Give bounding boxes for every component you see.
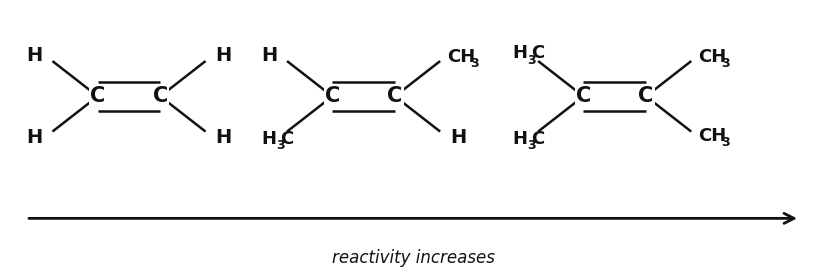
Text: 3: 3: [528, 54, 536, 67]
Text: CH: CH: [698, 127, 726, 145]
Text: C: C: [90, 86, 106, 106]
Text: C: C: [638, 86, 653, 106]
Text: H: H: [216, 128, 232, 147]
Text: H: H: [261, 45, 277, 65]
Text: 3: 3: [277, 139, 285, 152]
Text: 3: 3: [721, 57, 729, 70]
Text: H: H: [26, 45, 42, 65]
Text: C: C: [153, 86, 168, 106]
Text: reactivity increases: reactivity increases: [331, 249, 495, 267]
Text: C: C: [281, 130, 294, 148]
Text: H: H: [512, 44, 528, 62]
Text: H: H: [512, 130, 528, 148]
Text: C: C: [532, 130, 545, 148]
Text: H: H: [216, 45, 232, 65]
Text: C: C: [325, 86, 340, 106]
Text: CH: CH: [698, 48, 726, 66]
Text: C: C: [576, 86, 591, 106]
Text: 3: 3: [528, 139, 536, 152]
Text: 3: 3: [470, 57, 478, 70]
Text: H: H: [450, 128, 467, 147]
Text: C: C: [532, 44, 545, 62]
Text: H: H: [261, 130, 277, 148]
Text: 3: 3: [721, 136, 729, 149]
Text: C: C: [387, 86, 402, 106]
Text: CH: CH: [447, 48, 475, 66]
Text: H: H: [26, 128, 42, 147]
